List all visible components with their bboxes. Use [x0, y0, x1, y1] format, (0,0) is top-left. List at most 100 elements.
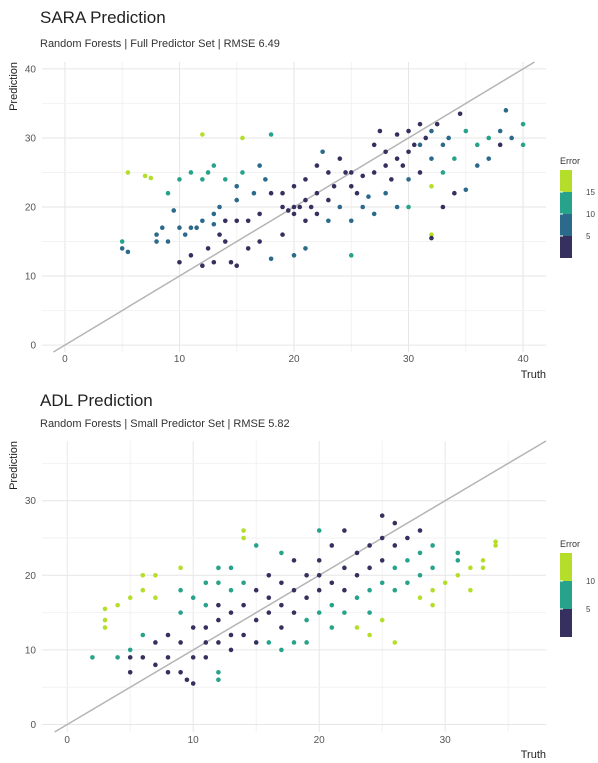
data-point — [228, 632, 234, 638]
data-point — [245, 218, 251, 224]
data-point — [291, 587, 297, 593]
data-point — [383, 163, 388, 168]
data-point — [178, 587, 183, 593]
data-point — [354, 595, 360, 600]
data-point — [343, 170, 348, 175]
data-point — [245, 246, 251, 251]
data-point — [200, 177, 205, 182]
data-point — [165, 239, 171, 244]
data-point — [177, 225, 182, 231]
data-point — [463, 187, 469, 193]
data-point — [329, 580, 335, 586]
data-point — [177, 177, 182, 182]
data-point — [455, 558, 461, 563]
y-axis-title: Prediction — [8, 62, 20, 111]
data-point — [468, 587, 473, 593]
data-point — [153, 662, 158, 668]
data-point — [379, 535, 385, 541]
data-point — [314, 211, 320, 217]
data-point — [430, 543, 435, 548]
data-point — [354, 625, 360, 630]
data-point — [102, 617, 108, 623]
x-tick-label: 0 — [64, 735, 70, 746]
legend-color-swatch — [560, 170, 572, 192]
data-point — [115, 655, 120, 660]
data-point — [140, 632, 146, 638]
x-tick-label: 30 — [403, 354, 415, 365]
y-tick-label: 0 — [30, 341, 36, 352]
data-point — [379, 558, 385, 563]
data-point — [257, 211, 262, 217]
data-point — [371, 211, 377, 217]
data-point — [342, 565, 347, 571]
data-point — [329, 602, 335, 608]
data-point — [394, 156, 400, 161]
data-point — [394, 204, 400, 210]
data-point — [411, 142, 417, 148]
data-point — [417, 550, 423, 556]
y-tick-label: 10 — [25, 272, 37, 283]
data-point — [316, 558, 322, 563]
data-point — [297, 204, 303, 210]
data-point — [257, 239, 262, 244]
data-point — [268, 256, 274, 262]
data-point — [234, 218, 240, 224]
data-point — [371, 170, 377, 175]
legend-color-swatch — [560, 192, 572, 214]
data-point — [115, 602, 120, 608]
data-point — [182, 232, 188, 237]
x-tick-label: 20 — [314, 735, 326, 746]
x-axis-title: Truth — [521, 369, 546, 381]
data-point — [367, 632, 372, 638]
data-point — [329, 625, 335, 630]
data-point — [493, 543, 498, 548]
legend-label: 5 — [586, 605, 591, 614]
data-point — [440, 170, 446, 175]
x-tick-label: 40 — [518, 354, 530, 365]
data-point — [304, 617, 309, 623]
data-point — [203, 640, 209, 645]
data-point — [331, 183, 337, 189]
data-point — [291, 211, 297, 217]
data-point — [383, 190, 388, 196]
data-point — [211, 211, 217, 217]
data-point — [348, 170, 354, 175]
y-tick-label: 40 — [25, 64, 37, 75]
data-point — [434, 121, 440, 127]
data-point — [354, 550, 360, 556]
data-point — [392, 587, 398, 593]
data-point — [140, 655, 146, 660]
data-point — [430, 587, 435, 593]
data-point — [222, 239, 228, 244]
legend-color-swatch — [560, 581, 572, 609]
data-point — [316, 573, 322, 578]
data-point — [379, 513, 385, 518]
data-point — [405, 558, 410, 563]
data-point — [228, 610, 234, 615]
data-point — [200, 263, 205, 268]
data-point — [200, 132, 205, 137]
data-point — [263, 177, 268, 182]
data-point — [457, 111, 463, 117]
y-axis-title: Prediction — [8, 441, 20, 490]
legend-label: 10 — [586, 210, 595, 219]
data-point — [468, 565, 473, 571]
data-point — [303, 197, 308, 203]
data-point — [216, 670, 221, 675]
data-point — [406, 149, 411, 155]
data-point — [251, 190, 257, 196]
adl-panel: ADL Prediction Random Forests | Small Pr… — [0, 385, 598, 763]
x-tick-label: 10 — [174, 354, 186, 365]
data-point — [188, 170, 194, 175]
y-tick-label: 20 — [25, 203, 37, 214]
data-point — [291, 558, 297, 563]
data-point — [406, 128, 411, 134]
data-point — [165, 190, 171, 196]
data-point — [217, 204, 222, 210]
adl-scatter-plot: 0 10 20 30 0 10 20 30 Truth Prediction Error 10 5 — [8, 440, 595, 761]
data-point — [171, 208, 177, 213]
data-point — [430, 565, 435, 571]
data-point — [429, 156, 434, 161]
data-point — [392, 565, 398, 571]
data-point — [253, 587, 259, 593]
